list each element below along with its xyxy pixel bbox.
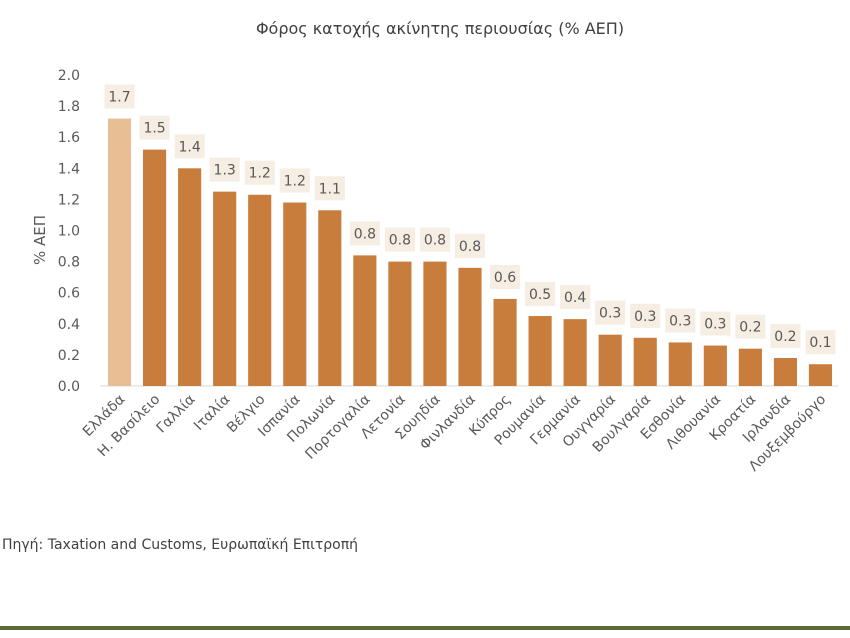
y-tick-label: 0.4 — [58, 317, 80, 333]
y-tick-label: 1.4 — [58, 161, 80, 177]
data-label: 0.8 — [389, 233, 411, 249]
bar — [388, 261, 412, 386]
bar — [703, 345, 727, 386]
data-label: 1.2 — [249, 166, 271, 182]
data-label: 0.6 — [494, 270, 516, 286]
data-label: 1.5 — [143, 121, 165, 137]
data-label-box — [349, 221, 380, 246]
y-tick-label: 1.0 — [58, 224, 80, 240]
data-label-box — [174, 134, 205, 159]
source-note: Πηγή: Taxation and Customs, Ευρωπαϊκή Επ… — [2, 537, 359, 553]
bar — [248, 194, 272, 386]
bar-chart: Φόρος κατοχής ακίνητης περιουσίας (% ΑΕΠ… — [31, 19, 838, 475]
bar — [633, 337, 657, 386]
y-tick-label: 1.2 — [58, 192, 80, 208]
data-label: 0.2 — [739, 320, 761, 336]
data-label-box — [525, 282, 556, 307]
data-label-box — [665, 308, 696, 333]
y-tick-label: 0.8 — [58, 255, 80, 271]
bar — [353, 255, 377, 386]
data-label: 1.7 — [108, 90, 130, 106]
bar — [318, 210, 342, 386]
data-label-box — [455, 233, 485, 258]
y-tick-label: 1.8 — [58, 99, 80, 115]
data-label: 0.3 — [599, 306, 621, 322]
bar — [668, 342, 692, 386]
bar — [283, 202, 307, 386]
bar — [178, 168, 202, 386]
data-label-box — [139, 115, 170, 140]
data-label: 0.3 — [634, 309, 656, 325]
data-label-box — [805, 330, 836, 355]
bar — [528, 316, 552, 386]
data-label-box — [595, 300, 626, 325]
data-label: 0.4 — [564, 290, 586, 306]
x-tick-label: Γαλλία — [153, 392, 198, 437]
bar — [493, 298, 517, 386]
y-tick-label: 0.6 — [58, 286, 80, 302]
data-label: 0.8 — [424, 233, 446, 249]
bar — [738, 348, 762, 386]
bar — [143, 149, 167, 386]
y-axis-label: % ΑΕΠ — [31, 215, 49, 265]
bottom-divider — [0, 626, 850, 630]
y-tick-label: 2.0 — [58, 68, 80, 84]
chart-title: Φόρος κατοχής ακίνητης περιουσίας (% ΑΕΠ… — [256, 19, 624, 38]
data-label-box — [279, 168, 310, 193]
bar — [107, 118, 132, 386]
data-label-box — [314, 176, 345, 201]
y-tick-label: 1.6 — [58, 130, 80, 146]
data-label-box — [630, 303, 661, 328]
data-label-box — [384, 227, 415, 252]
bar — [598, 334, 622, 386]
y-tick-label: 0.0 — [58, 379, 80, 395]
bar — [563, 319, 587, 386]
data-label: 1.3 — [214, 163, 236, 179]
bar — [773, 358, 797, 386]
data-label-box — [560, 285, 591, 310]
data-label-box — [770, 324, 801, 349]
data-label-box — [700, 311, 731, 336]
data-label-box — [244, 160, 275, 185]
data-label: 0.3 — [704, 317, 726, 333]
data-label-box — [104, 84, 135, 109]
data-label: 1.1 — [319, 181, 341, 197]
bar — [458, 267, 482, 386]
data-label-box — [490, 264, 521, 289]
data-label: 0.8 — [354, 226, 376, 242]
data-label-box — [419, 227, 450, 252]
data-label: 0.3 — [669, 313, 691, 329]
data-label: 0.2 — [774, 329, 796, 345]
data-label-box — [209, 157, 240, 182]
data-label: 0.5 — [529, 287, 551, 303]
data-label: 0.1 — [809, 335, 831, 351]
bar — [808, 364, 833, 386]
data-label: 1.4 — [178, 139, 200, 155]
bar — [213, 191, 237, 386]
data-label: 1.2 — [284, 174, 306, 190]
bar — [423, 261, 447, 386]
data-label: 0.8 — [459, 239, 481, 255]
y-tick-label: 0.2 — [58, 348, 80, 364]
data-label-box — [735, 314, 766, 339]
